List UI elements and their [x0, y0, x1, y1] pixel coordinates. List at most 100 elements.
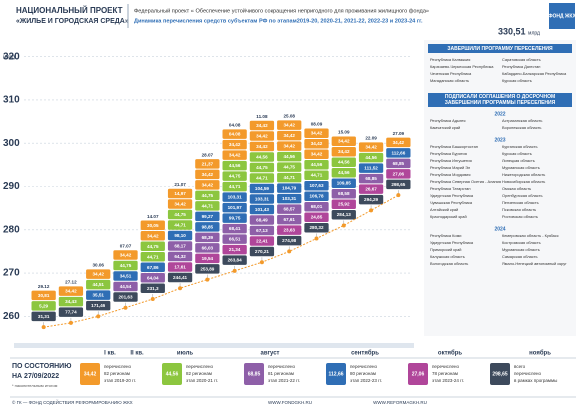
value-box — [358, 184, 384, 194]
value-box — [222, 150, 247, 160]
value-label: 31,31 — [38, 314, 50, 319]
value-box — [113, 260, 138, 271]
legend-text: этап 2019-20 гг. — [104, 378, 136, 383]
region: Республика Татарстан — [430, 186, 471, 191]
value-label: 171,46 — [91, 303, 105, 308]
region: Мурманская область — [502, 165, 540, 170]
title: НАЦИОНАЛЬНЫЙ ПРОЕКТ — [16, 6, 123, 15]
value-label: 23,63 — [283, 228, 295, 233]
region: Республика Бурятия — [430, 151, 467, 156]
region: Алтайский край — [430, 207, 458, 212]
value-box — [86, 290, 111, 300]
value-box — [331, 209, 356, 220]
legend-value: 44,56 — [166, 371, 179, 377]
value-box — [277, 130, 302, 141]
value-label: 30,05 — [147, 223, 159, 228]
value-label: 44,51 — [92, 282, 104, 287]
value-label: 35,51 — [92, 293, 104, 298]
value-label: 284,13 — [337, 212, 351, 217]
date-label: 28.07 — [202, 152, 214, 157]
legend-text: 82 регионам — [104, 371, 130, 376]
date-label: 21.07 — [174, 182, 186, 187]
value-box — [249, 173, 275, 183]
value-box — [277, 225, 302, 235]
website[interactable]: WWW.FONDGKH.RU — [268, 400, 312, 405]
value-box — [249, 141, 275, 152]
value-label: 68,49 — [256, 217, 268, 222]
legend-text: 80 регионам — [350, 371, 376, 376]
value-label: 26,67 — [365, 187, 377, 192]
month-label: I кв. — [104, 351, 116, 357]
value-label: 34,42 — [202, 172, 214, 177]
value-label: 44,56 — [365, 155, 377, 160]
value-label: 44,75 — [147, 244, 159, 249]
value-box — [304, 128, 329, 138]
value-box — [249, 215, 275, 225]
value-label: 263,84 — [228, 258, 242, 263]
region: Оренбургская область — [502, 193, 543, 198]
value-box — [31, 311, 56, 322]
value-box — [358, 142, 384, 152]
region: Удмуртская Республика — [430, 240, 474, 245]
legend-text: всего — [514, 364, 526, 369]
region: Республика Коми — [430, 233, 461, 238]
value-label: 66,03 — [202, 245, 214, 250]
value-label: 19,54 — [202, 256, 214, 261]
value-box — [167, 262, 193, 272]
legend-text: перечислено — [514, 371, 542, 376]
region: Камчатский край — [430, 125, 460, 130]
value-box — [195, 169, 220, 180]
date-label: 27.09 — [393, 131, 405, 136]
value-label: 68,57 — [283, 207, 295, 212]
value-label: 44,75 — [120, 263, 132, 268]
region: Курганская область — [502, 144, 537, 149]
region: Астраханская область — [502, 118, 542, 123]
region: Республика Башкортостан — [430, 144, 478, 149]
website[interactable]: WWW.REFORMAGKH.RU — [373, 400, 427, 405]
value-box — [167, 272, 193, 283]
value-box — [249, 204, 275, 215]
value-label: 34,42 — [338, 139, 350, 144]
cumulative-line — [43, 194, 399, 328]
value-box — [222, 129, 247, 139]
value-label: 103,31 — [282, 196, 296, 201]
value-box — [195, 243, 220, 253]
month-label: июль — [177, 351, 193, 357]
value-label: 04.08 — [229, 132, 241, 137]
value-box — [331, 199, 356, 209]
value-box — [140, 231, 165, 241]
point — [314, 236, 319, 241]
value-label: 34,42 — [338, 149, 350, 154]
point — [96, 314, 101, 319]
value-box — [140, 241, 165, 252]
value-label: 68,39 — [202, 235, 214, 240]
value-label: 99,75 — [229, 216, 241, 221]
y-tick-label: 310 — [3, 95, 20, 106]
value-label: 107,63 — [309, 183, 323, 188]
value-label: 270,21 — [255, 249, 269, 254]
value-box — [31, 290, 56, 301]
value-box — [249, 152, 275, 162]
legend-value: 68,85 — [248, 371, 261, 377]
value-box — [277, 204, 302, 214]
legend-text: в рамках программы — [514, 378, 557, 383]
value-box — [222, 202, 247, 213]
value-box — [304, 170, 329, 180]
value-label: 34,42 — [229, 153, 241, 158]
value-label: 103,31 — [228, 195, 242, 200]
region: Кемеровская область - Кузбасс — [502, 233, 559, 238]
value-label: 68,41 — [229, 226, 241, 231]
year-label: 2024 — [494, 226, 505, 232]
region: Республика Калмыкия — [430, 57, 470, 62]
value-box — [195, 253, 220, 264]
region: Карачаево-Черкесская Республика — [430, 64, 494, 69]
legend-text: этап 2023-24 гг. — [432, 378, 464, 383]
value-box — [113, 292, 138, 302]
value-box — [113, 250, 138, 260]
point — [178, 286, 183, 291]
value-box — [167, 241, 193, 251]
point — [287, 249, 292, 254]
value-box — [222, 181, 247, 192]
value-box — [195, 190, 220, 201]
value-label: 67,13 — [256, 228, 268, 233]
